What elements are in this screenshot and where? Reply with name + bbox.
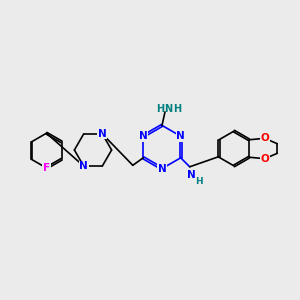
Text: H: H — [173, 104, 181, 114]
Text: F: F — [43, 163, 50, 173]
Text: H: H — [195, 177, 202, 186]
Text: N: N — [187, 170, 196, 180]
Text: N: N — [98, 129, 107, 139]
Text: N: N — [176, 131, 185, 141]
Text: N: N — [79, 161, 88, 171]
Text: O: O — [260, 154, 269, 164]
Text: O: O — [260, 133, 269, 143]
Text: H: H — [156, 104, 165, 114]
Text: N: N — [164, 104, 173, 114]
Text: N: N — [158, 164, 166, 174]
Text: N: N — [139, 131, 148, 141]
